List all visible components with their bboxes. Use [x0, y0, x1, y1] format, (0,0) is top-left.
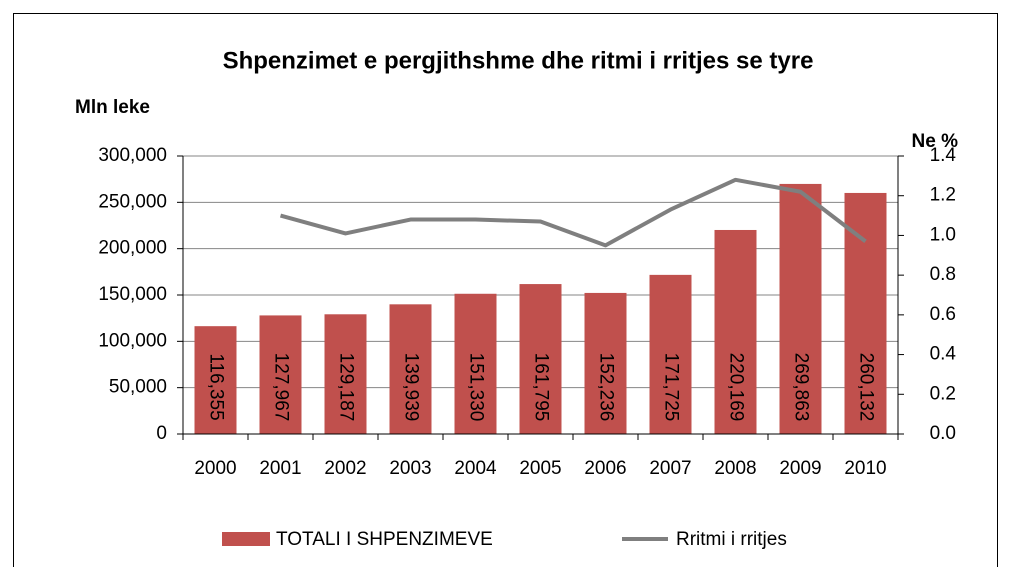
- data-label: 171,725: [660, 353, 681, 422]
- data-label: 260,132: [855, 353, 876, 422]
- bar: [259, 315, 302, 434]
- bar: [584, 292, 627, 434]
- x-tick-label: 2010: [844, 458, 886, 479]
- bar: [389, 304, 432, 434]
- x-tick-label: 2009: [779, 458, 821, 479]
- y2-axis-label: Ne %: [912, 131, 959, 152]
- data-label: 151,330: [465, 353, 486, 422]
- bar: [779, 183, 822, 434]
- x-tick-label: 2001: [259, 458, 301, 479]
- legend-label: TOTALI I SHPENZIMEVE: [276, 529, 493, 550]
- y-tick-label: 250,000: [98, 191, 167, 212]
- y2-tick-label: 0.8: [930, 264, 956, 285]
- y-tick-label: 0: [156, 423, 167, 444]
- legend-label: Rritmi i rritjes: [676, 529, 787, 550]
- data-label: 139,939: [400, 353, 421, 422]
- y2-tick-label: 0.2: [930, 383, 956, 404]
- x-tick-label: 2005: [519, 458, 561, 479]
- data-label: 129,187: [335, 353, 356, 422]
- x-tick-label: 2004: [454, 458, 497, 479]
- data-label: 116,355: [205, 353, 226, 420]
- y2-tick-label: 1.4: [930, 145, 957, 166]
- chart-border: [13, 13, 998, 567]
- bar: [324, 314, 367, 434]
- data-label: 152,236: [595, 353, 616, 422]
- data-label: 127,967: [270, 353, 291, 422]
- x-tick-label: 2000: [194, 458, 236, 479]
- x-tick-label: 2003: [389, 458, 431, 479]
- y2-tick-label: 0.6: [930, 304, 956, 325]
- y2-tick-label: 0.0: [930, 423, 956, 444]
- y-tick-label: 150,000: [98, 284, 167, 305]
- bar: [519, 284, 562, 434]
- x-tick-label: 2007: [649, 458, 691, 479]
- y2-tick-label: 1.0: [930, 224, 956, 245]
- chart-title: Shpenzimet e pergjithshme dhe ritmi i rr…: [223, 47, 814, 74]
- bar: [454, 293, 497, 434]
- y-tick-label: 100,000: [98, 330, 167, 351]
- y2-tick-label: 1.2: [930, 185, 956, 206]
- data-label: 161,795: [530, 353, 551, 422]
- y-tick-label: 200,000: [98, 238, 167, 259]
- data-label: 220,169: [725, 353, 746, 422]
- x-tick-label: 2006: [584, 458, 626, 479]
- x-tick-label: 2002: [324, 458, 366, 479]
- bar: [194, 326, 237, 434]
- y-axis-label: Mln leke: [75, 97, 150, 118]
- y-tick-label: 50,000: [109, 377, 167, 398]
- bar: [714, 229, 757, 434]
- x-tick-label: 2008: [714, 458, 756, 479]
- line: [279, 177, 867, 248]
- bar: [649, 274, 692, 434]
- y-tick-label: 300,000: [98, 145, 167, 166]
- legend-swatch: [222, 532, 270, 546]
- data-label: 269,863: [790, 353, 811, 422]
- y2-tick-label: 0.4: [930, 344, 957, 365]
